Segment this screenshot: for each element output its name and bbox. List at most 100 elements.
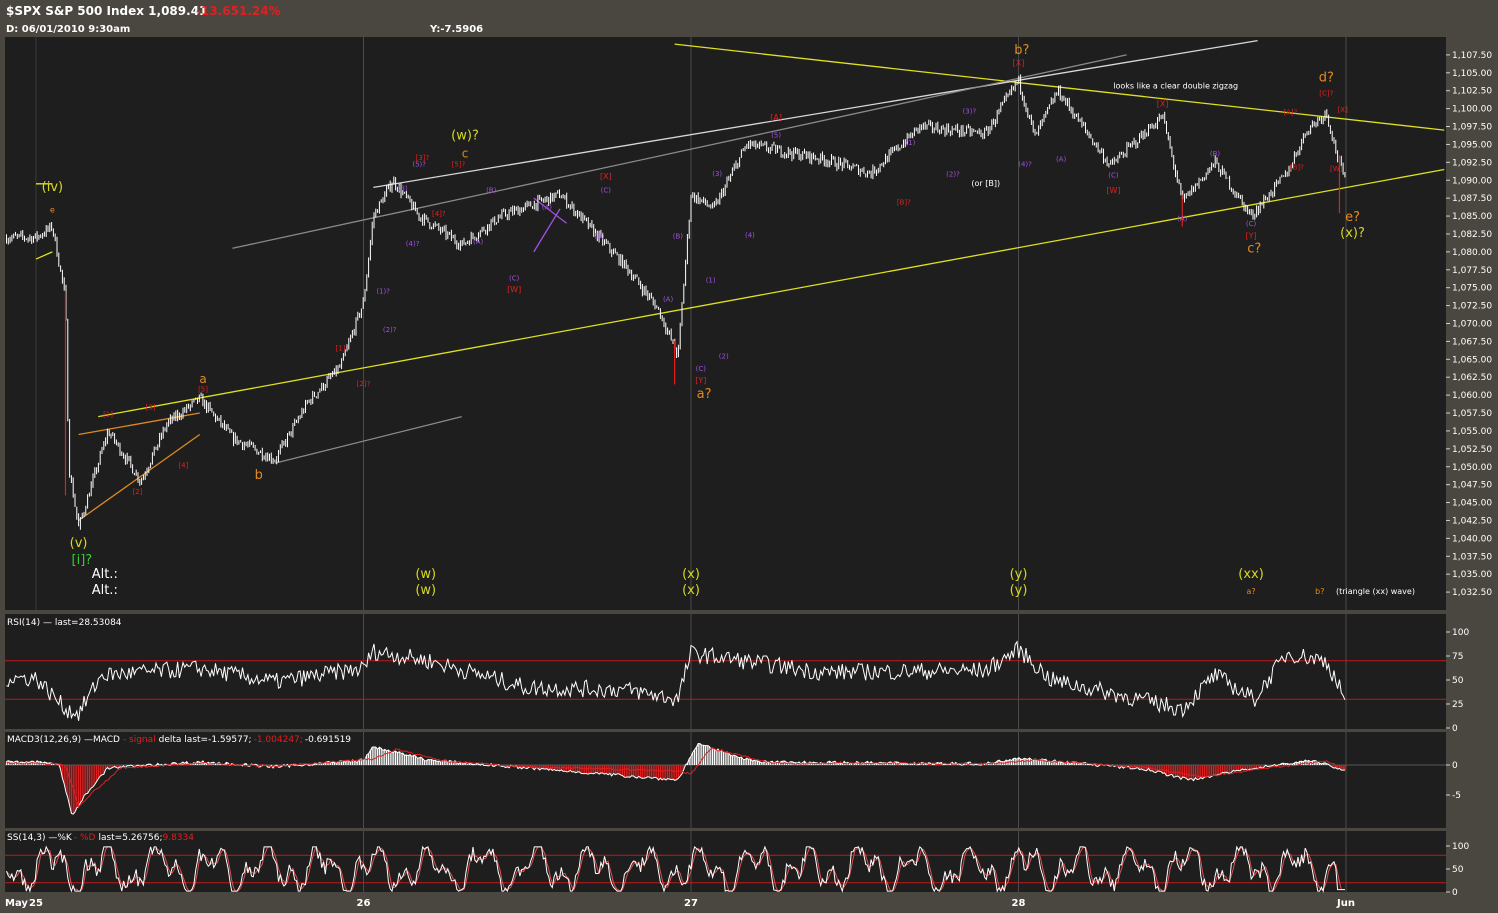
wave-label: (A) <box>1177 215 1188 223</box>
wave-label: (A) <box>1056 156 1067 164</box>
wave-label: b? <box>1315 587 1324 596</box>
wave-label: [A]? <box>1283 108 1297 116</box>
wave-label: (1) <box>706 277 716 285</box>
wave-label: (w) <box>415 583 436 598</box>
price-y-axis: 1,107.50 1,105.00 1,102.50 1,100.00 1,097.50… <box>1446 51 1492 598</box>
wave-label: [X] <box>1157 99 1169 108</box>
indicator-tick-label: 50 <box>1452 676 1464 686</box>
wave-label: (A) <box>663 295 674 303</box>
x-tick-label: 26 <box>357 898 371 909</box>
indicator-tick-label: 0 <box>1452 724 1458 734</box>
price-tick-label: 1,037.50 <box>1452 552 1492 562</box>
wave-label: [B]? <box>897 199 911 207</box>
price-change: -13.65 <box>196 4 239 18</box>
wave-label: (C) <box>696 365 707 373</box>
x-tick-label: 25 <box>29 898 43 909</box>
price-tick-label: 1,082.50 <box>1452 230 1492 240</box>
wave-label: (2) <box>719 353 729 361</box>
x-tick-label: 27 <box>684 898 698 909</box>
wave-label: [A] <box>770 113 782 122</box>
stoch-legend-d: - %D <box>74 833 96 843</box>
date-readout: D: 06/01/2010 9:30am <box>6 24 130 35</box>
stoch-legend-label: SS(14,3) —%K <box>7 833 73 843</box>
macd-legend-value: -1.004247; <box>254 735 303 745</box>
wave-label: (C) <box>1108 171 1119 179</box>
rsi-legend: RSI(14) — last=28.53084 <box>7 618 122 628</box>
wave-label: (B) <box>1210 150 1221 158</box>
price-tick-label: 1,055.00 <box>1452 427 1492 437</box>
wave-label: [X] <box>1013 59 1025 68</box>
macd-legend-signal: - signal <box>123 735 156 745</box>
price-tick-label: 1,105.00 <box>1452 69 1492 79</box>
price-tick-label: 1,040.00 <box>1452 534 1492 544</box>
price-tick-label: 1,032.50 <box>1452 588 1492 598</box>
wave-label: (C) <box>1246 220 1257 228</box>
price-tick-label: 1,050.00 <box>1452 463 1492 473</box>
wave-label: [Y] <box>695 376 706 385</box>
stoch-legend-d-value: 9.8334 <box>162 833 194 843</box>
price-tick-label: 1,035.00 <box>1452 570 1492 580</box>
wave-label: c? <box>1247 242 1261 257</box>
wave-label: (C) <box>509 275 520 283</box>
wave-label: [X] <box>1338 106 1349 114</box>
price-tick-label: 1,065.00 <box>1452 355 1492 365</box>
price-tick-label: 1,102.50 <box>1452 87 1492 97</box>
macd-legend: MACD3(12,26,9) —MACD - signal delta last=-… <box>7 735 351 745</box>
indicator-tick-label: 0 <box>1452 761 1458 771</box>
x-tick-label: May <box>5 898 28 909</box>
wave-label: b? <box>1014 43 1029 58</box>
wave-label: (xx) <box>1238 567 1264 582</box>
wave-label: [C]? <box>1319 90 1333 98</box>
y-readout: Y:-7.5906 <box>429 24 483 35</box>
wave-label: e <box>50 205 55 214</box>
wave-label: [W] <box>1330 165 1343 173</box>
wave-label: (4) <box>745 232 755 240</box>
wave-label: (2)? <box>383 326 397 334</box>
wave-label: b <box>255 468 263 483</box>
wave-label: [i]? <box>72 553 93 568</box>
wave-label: [4] <box>178 461 188 469</box>
wave-label: (4)? <box>406 240 420 248</box>
price-tick-label: 1,080.00 <box>1452 248 1492 258</box>
price-tick-label: 1,042.50 <box>1452 516 1492 526</box>
wave-label: [1] <box>336 345 346 353</box>
price-tick-label: 1,087.50 <box>1452 194 1492 204</box>
x-tick-label: 28 <box>1012 898 1026 909</box>
wave-label: (y) <box>1010 567 1028 582</box>
wave-label: [5]? <box>452 161 466 169</box>
wave-label: (5) <box>771 131 781 139</box>
wave-label: (y) <box>1010 583 1028 598</box>
wave-label: (triangle (xx) wave) <box>1336 587 1415 596</box>
symbol-line: $SPX S&P 500 Index 1,089.41 <box>6 4 207 18</box>
svg-text:MACD3(12,26,9) —MACD- signalde: MACD3(12,26,9) —MACD - signal delta last=-… <box>7 735 351 745</box>
chart-header: $SPX S&P 500 Index 1,089.41 -13.65 -1.24… <box>6 4 483 35</box>
price-tick-label: 1,067.50 <box>1452 337 1492 347</box>
price-tick-label: 1,095.00 <box>1452 140 1492 150</box>
x-tick-label: Jun <box>1336 898 1355 909</box>
wave-label: looks like a clear double zigzag <box>1113 82 1238 91</box>
wave-label: (A) <box>473 238 484 246</box>
price-tick-label: 1,060.00 <box>1452 391 1492 401</box>
wave-label: a? <box>1246 587 1255 596</box>
price-tick-label: 1,097.50 <box>1452 123 1492 133</box>
macd-panel[interactable] <box>5 732 1446 828</box>
wave-label: [B]? <box>1290 164 1304 172</box>
wave-label: a <box>199 372 206 386</box>
wave-label: [X] <box>600 172 612 181</box>
price-panel[interactable] <box>5 37 1446 610</box>
wave-label: (v) <box>70 536 88 551</box>
wave-label: (A) <box>542 204 553 212</box>
wave-label: (C) <box>601 186 612 194</box>
stoch-legend: SS(14,3) —%K - %D last=5.26756;9.8334 <box>7 833 194 843</box>
price-tick-label: 1,070.00 <box>1452 320 1492 330</box>
price-tick-label: 1,045.00 <box>1452 499 1492 509</box>
wave-label: (B) <box>594 232 605 240</box>
wave-label: (or [B]) <box>971 179 1000 188</box>
wave-label: [1] <box>103 411 113 419</box>
price-tick-label: 1,100.00 <box>1452 105 1492 115</box>
price-tick-label: 1,092.50 <box>1452 158 1492 168</box>
wave-label: (w)? <box>451 128 479 143</box>
macd-legend-delta: delta last=-1.59577; <box>159 735 252 745</box>
price-tick-label: 1,047.50 <box>1452 481 1492 491</box>
